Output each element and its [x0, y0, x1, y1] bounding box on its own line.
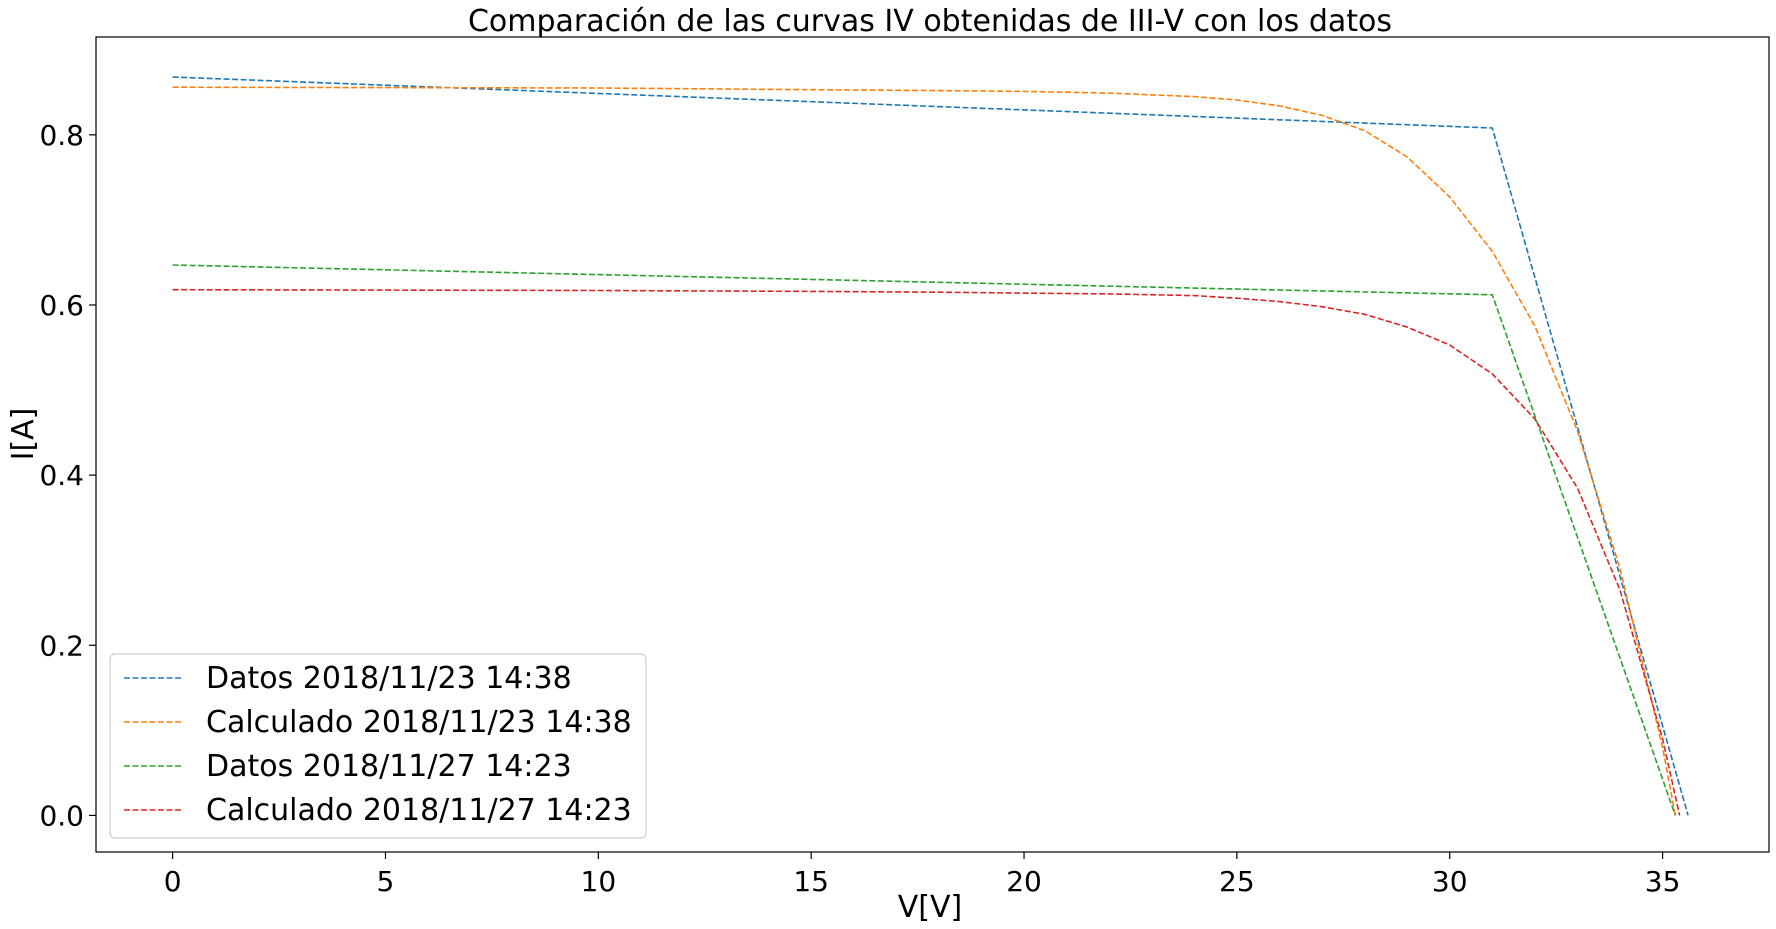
legend-entry: Calculado 2018/11/27 14:23	[206, 793, 632, 828]
y-axis-label: I[A]	[6, 408, 41, 461]
x-tick-label: 0	[164, 865, 182, 898]
y-axis: 0.0 0.2 0.4 0.6 0.8	[39, 119, 96, 832]
legend-entry: Datos 2018/11/23 14:38	[206, 661, 572, 696]
legend: Datos 2018/11/23 14:38 Calculado 2018/11/…	[109, 653, 647, 839]
x-tick-label: 10	[581, 865, 617, 898]
plot-frame	[95, 36, 1770, 853]
legend-entry: Calculado 2018/11/23 14:38	[206, 705, 632, 740]
y-tick-label: 0.8	[39, 119, 84, 152]
legend-box	[109, 653, 647, 839]
x-axis-label: V[V]	[898, 890, 962, 925]
y-tick-label: 0.2	[39, 629, 84, 662]
x-axis: 0 5 10 15 20 25 30 35	[164, 852, 1681, 898]
series-line-4	[172, 288, 1681, 816]
x-tick-label: 30	[1432, 865, 1468, 898]
x-tick-label: 35	[1645, 865, 1681, 898]
series-line-2	[172, 86, 1677, 816]
x-tick-label: 5	[377, 865, 395, 898]
series-line-1	[172, 76, 1689, 816]
x-tick-label: 20	[1006, 865, 1042, 898]
y-tick-label: 0.4	[39, 459, 84, 492]
plot-area	[172, 76, 1689, 816]
y-tick-label: 0.0	[39, 799, 84, 832]
x-tick-label: 15	[793, 865, 829, 898]
chart-title: Comparación de las curvas IV obtenidas d…	[468, 4, 1392, 39]
series-line-3	[172, 264, 1677, 816]
legend-entry: Datos 2018/11/27 14:23	[206, 749, 572, 784]
x-tick-label: 25	[1219, 865, 1255, 898]
y-tick-label: 0.6	[39, 289, 84, 322]
